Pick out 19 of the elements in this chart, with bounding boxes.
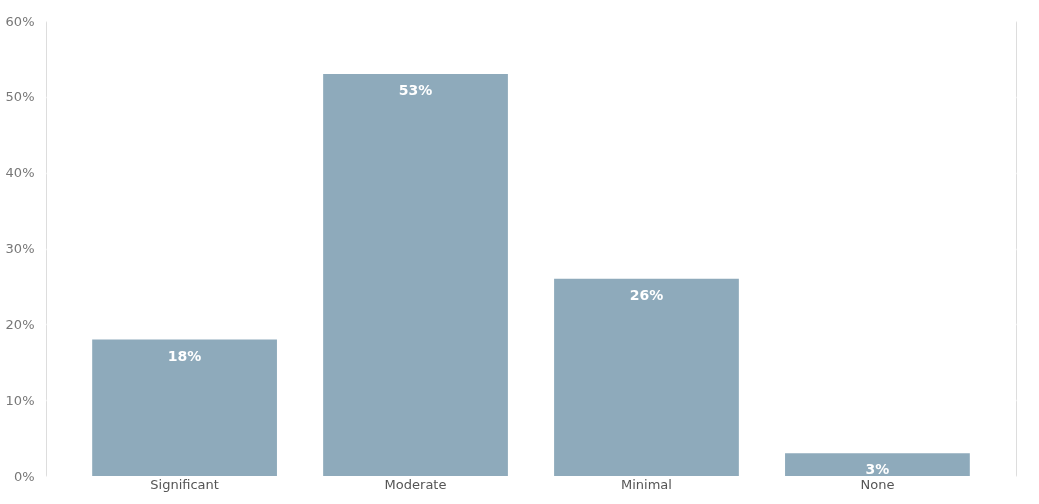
x-tick-label: Significant xyxy=(150,476,219,492)
data-label: 18% xyxy=(167,347,202,364)
data-label: 3% xyxy=(865,461,890,478)
x-tick-label: Minimal xyxy=(621,476,672,492)
y-tick-label: 50% xyxy=(5,89,35,105)
y-tick-label: 20% xyxy=(5,316,35,332)
bar xyxy=(554,278,739,476)
x-tick-label: None xyxy=(860,476,895,492)
y-tick-label: 40% xyxy=(5,165,35,181)
y-tick-label: 60% xyxy=(5,13,35,29)
data-label: 26% xyxy=(629,286,664,303)
y-tick-label: 10% xyxy=(5,392,35,408)
bar xyxy=(92,339,277,476)
x-tick-label: Moderate xyxy=(384,476,447,492)
data-label: 53% xyxy=(398,82,433,99)
y-tick-label: 0% xyxy=(13,468,35,484)
y-tick-label: 30% xyxy=(5,241,35,256)
bar xyxy=(323,74,508,476)
bar xyxy=(785,453,970,476)
